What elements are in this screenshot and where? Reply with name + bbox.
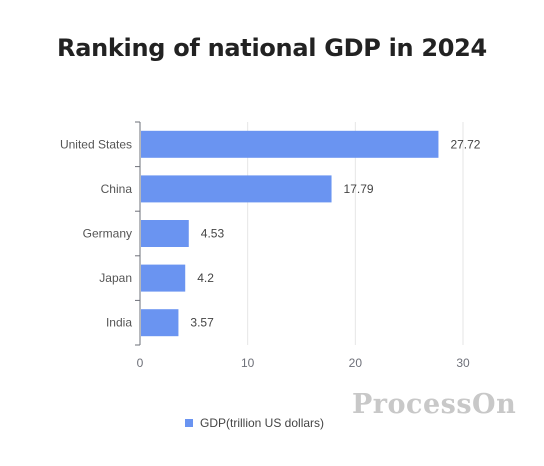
chart-title: Ranking of national GDP in 2024 xyxy=(57,34,487,62)
x-tick-label: 20 xyxy=(349,356,363,370)
data-label: 3.57 xyxy=(190,316,214,330)
watermark-logo: ProcessOn xyxy=(352,389,517,420)
legend-swatch xyxy=(185,419,193,427)
category-label: United States xyxy=(60,137,132,151)
data-label: 17.79 xyxy=(344,182,374,196)
x-tick-label: 0 xyxy=(137,356,144,370)
x-tick-label: 30 xyxy=(456,356,470,370)
data-label: 4.53 xyxy=(201,227,225,241)
category-label: Germany xyxy=(83,227,132,241)
legend-label: GDP(trillion US dollars) xyxy=(200,416,325,430)
x-tick-label: 10 xyxy=(241,356,255,370)
bar xyxy=(141,220,189,247)
data-label: 27.72 xyxy=(450,137,480,151)
bar xyxy=(141,130,439,158)
category-label: India xyxy=(106,316,132,330)
data-label: 4.2 xyxy=(197,271,214,285)
bar xyxy=(141,264,186,292)
legend[interactable]: GDP(trillion US dollars) xyxy=(185,416,324,430)
category-label: China xyxy=(101,182,133,196)
bar xyxy=(141,309,179,337)
bar xyxy=(141,175,332,203)
category-label: Japan xyxy=(99,271,132,285)
